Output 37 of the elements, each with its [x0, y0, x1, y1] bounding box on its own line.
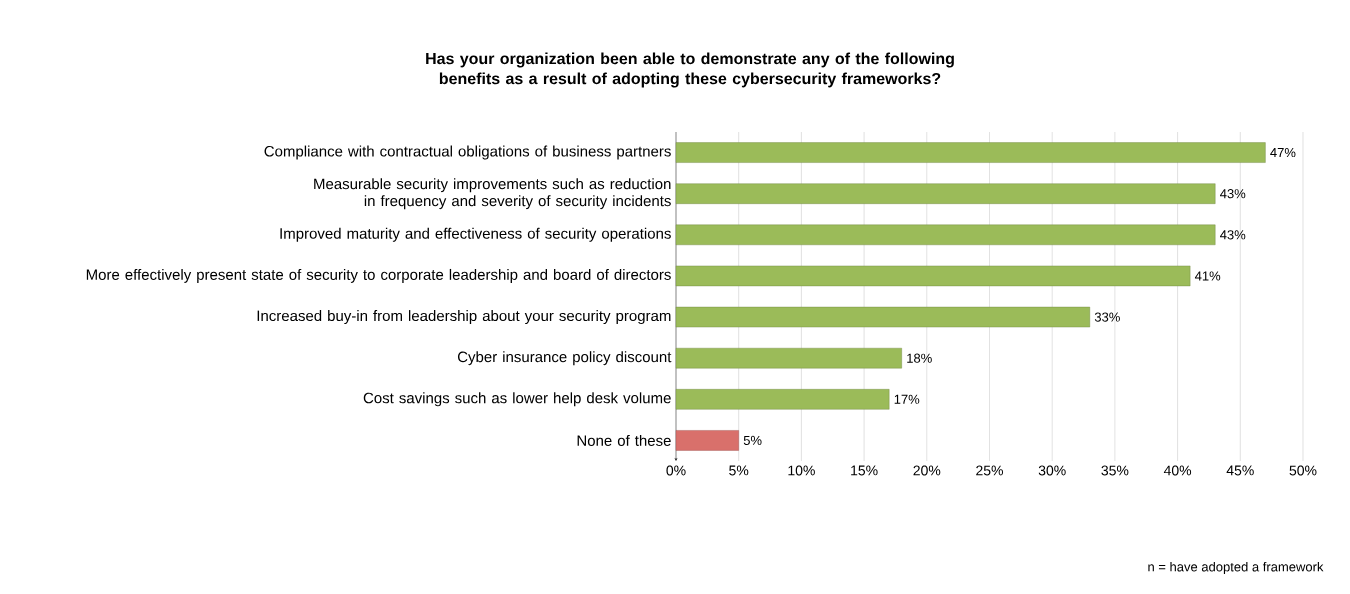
- y-tick-label: Cost savings such as lower help desk volume: [363, 392, 671, 407]
- bar: [675, 265, 1191, 287]
- x-tick-label: 50%: [1289, 465, 1317, 476]
- bar: [675, 430, 739, 451]
- x-tick-label: 25%: [976, 465, 1003, 476]
- bar: [675, 142, 1266, 163]
- bar: [675, 389, 890, 410]
- y-tick-label: Compliance with contractual obligations of business partners: [264, 145, 671, 160]
- y-tick-label: Improved maturity and effectiveness of security operations: [280, 227, 671, 242]
- data-label: 43%: [1220, 189, 1246, 199]
- text: n = have adopted a framework: [1148, 561, 1324, 575]
- x-tick-label: 40%: [1163, 465, 1192, 476]
- data-label: 41%: [1194, 271, 1221, 281]
- x-tick-label: 35%: [1101, 465, 1129, 476]
- data-label: 33%: [1094, 312, 1120, 322]
- y-tick-label: More effectively present state of security to corporate leadership and board of directors: [86, 268, 671, 283]
- y-tick-label: Measurable security improvements such as reduction in frequency and severity of security incidents: [314, 178, 671, 210]
- x-tick-label: 5%: [729, 465, 749, 476]
- y-tick-label: Cyber insurance policy discount: [457, 351, 672, 366]
- bar: [675, 224, 1216, 246]
- y-tick-label: None of these: [577, 434, 671, 446]
- data-label: 17%: [894, 394, 920, 404]
- x-tick-label: 10%: [788, 465, 815, 476]
- bar: [675, 306, 1091, 328]
- data-label: 47%: [1270, 148, 1296, 158]
- x-tick-label: 0%: [666, 465, 686, 476]
- data-label: 18%: [907, 353, 932, 363]
- x-tick-label: 20%: [913, 465, 941, 476]
- y-tick-label: Increased buy-in from leadership about your security program: [257, 310, 671, 325]
- x-tick-label: 45%: [1226, 465, 1254, 476]
- data-label: 43%: [1220, 230, 1246, 240]
- x-tick-label: 30%: [1038, 465, 1066, 476]
- data-label: 5%: [743, 435, 762, 445]
- chart-title: Has your organization been able to demonstrate any of the following benefits as a result of adopting these cybersecurity frameworks?: [426, 52, 954, 88]
- bar: [675, 183, 1216, 204]
- bar: [675, 347, 902, 369]
- x-tick-label: 15%: [851, 465, 878, 476]
